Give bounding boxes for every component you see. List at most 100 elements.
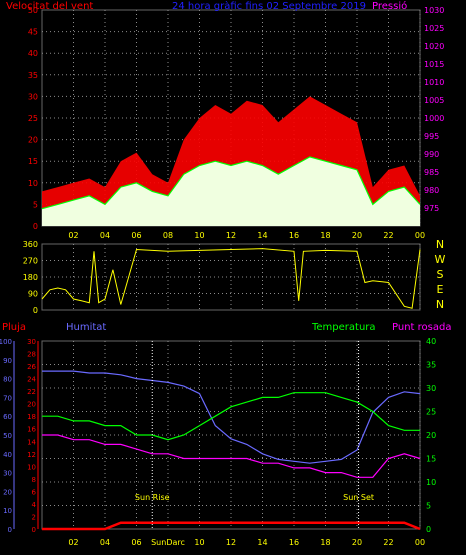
pressure-y-tick-label: 1025	[424, 24, 444, 33]
compass-label: N	[436, 238, 444, 251]
wind-y-tick-label: 0	[33, 222, 38, 231]
rain-tick-label: 22	[27, 388, 36, 396]
direction-y-tick-label: 90	[28, 290, 38, 299]
compass-label: W	[435, 253, 446, 266]
wind-y-tick-label: 35	[28, 71, 38, 80]
direction-y-tick-label: 0	[33, 306, 38, 315]
climate-axes: 0102030405060708090100024681012141618202…	[0, 337, 436, 534]
wind-x-tick-label: 10	[194, 231, 204, 240]
dew-point-legend: Punt rosada	[392, 322, 451, 333]
chart-period-title: 24 hora gràfic fins 02 Septembre 2019	[172, 0, 366, 12]
rain-tick-label: 10	[27, 463, 36, 471]
pressure-y-tick-label: 1020	[424, 42, 444, 51]
temperature-tick-label: 10	[426, 478, 436, 487]
direction-series-line	[41, 248, 421, 309]
pressure-y-tick-label: 990	[424, 150, 439, 159]
climate-lines	[42, 370, 421, 531]
climate-x-tick-label: 04	[100, 538, 110, 547]
wind-y-tick-label: 10	[28, 179, 38, 188]
wind-x-tick-label: 00	[415, 231, 425, 240]
wind-y-tick-label: 20	[28, 136, 38, 145]
climate-x-tick-label: 16	[289, 538, 299, 547]
direction-y-tick-label: 270	[23, 257, 38, 266]
wind-y-tick-label: 15	[28, 157, 38, 166]
pressure-y-tick-label: 1015	[424, 60, 444, 69]
wind-y-tick-label: 25	[28, 114, 38, 123]
sun-event-label: Sun Rise	[135, 493, 170, 502]
direction-y-tick-labels: 0 90 180 270 360	[23, 240, 38, 315]
rain-tick-label: 8	[32, 476, 36, 484]
pressure-y-tick-labels: 975 980 985 990 995 1000 1005 1010 1015 1020 1025 1…	[424, 6, 444, 213]
wind-average-line	[41, 156, 421, 210]
wind-x-tick-label: 16	[289, 231, 299, 240]
sun-event-label: Sun Set	[343, 493, 374, 502]
wind-y-tick-label: 40	[28, 49, 38, 58]
rain-legend: Pluja	[2, 322, 26, 333]
wind-y-tick-label: 5	[33, 200, 38, 209]
wind-x-tick-label: 14	[257, 231, 267, 240]
sun-annotations: Sun Rise Sun Set	[135, 341, 374, 529]
temperature-tick-label: 20	[426, 431, 436, 440]
climate-x-tick-label: 00	[415, 538, 425, 547]
wind-x-tick-label: 20	[352, 231, 362, 240]
wind-x-tick-label: 18	[320, 231, 330, 240]
humidity-tick-label: 100	[0, 338, 12, 346]
pressure-y-tick-label: 995	[424, 132, 439, 141]
rain-tick-label: 0	[32, 526, 36, 534]
climate-x-tick-label: 18	[320, 538, 330, 547]
direction-y-tick-label: 180	[23, 273, 38, 282]
climate-x-tick-label: 22	[383, 538, 393, 547]
rain-tick-label: 18	[27, 413, 36, 421]
humidity-tick-label: 40	[3, 451, 12, 459]
pressure-y-tick-label: 1005	[424, 96, 444, 105]
wind-lines	[41, 156, 421, 210]
wind-y-tick-labels: 0 5 10 15 20 25 30 35 40 45 50	[28, 6, 38, 231]
rain-tick-label: 30	[27, 338, 36, 346]
rain-tick-label: 28	[27, 351, 36, 359]
wind-title: Velocitat del vent	[6, 1, 93, 12]
rain-tick-label: 12	[27, 451, 36, 459]
climate-x-tick-labels: 02 04 06 SunDarc 10 12 14 16 18 20 22 00	[68, 538, 425, 547]
pressure-y-tick-label: 1000	[424, 114, 444, 123]
wind-x-tick-label: 22	[383, 231, 393, 240]
temperature-legend: Temperatura	[311, 322, 376, 333]
humidity-tick-label: 60	[3, 413, 12, 421]
temperature-line	[42, 392, 420, 441]
wind-avg-fill	[42, 96, 420, 227]
humidity-tick-label: 0	[8, 526, 12, 534]
humidity-legend: Humitat	[66, 322, 106, 333]
pressure-y-tick-label: 980	[424, 186, 439, 195]
pressure-y-tick-label: 985	[424, 168, 439, 177]
climate-x-tick-label: SunDarc	[151, 538, 185, 547]
pressure-y-tick-label: 1030	[424, 6, 444, 15]
climate-grid	[42, 341, 421, 529]
temperature-tick-label: 25	[426, 408, 436, 417]
rain-tick-label: 16	[27, 426, 36, 434]
humidity-tick-label: 10	[3, 507, 12, 515]
wind-x-tick-label: 08	[163, 231, 173, 240]
climate-x-tick-label: 20	[352, 538, 362, 547]
humidity-tick-label: 90	[3, 357, 12, 365]
humidity-tick-label: 50	[3, 432, 12, 440]
climate-x-tick-label: 10	[194, 538, 204, 547]
climate-x-tick-label: 02	[68, 538, 78, 547]
humidity-tick-label: 20	[3, 488, 12, 496]
direction-line	[41, 248, 421, 309]
compass-label: E	[437, 283, 444, 296]
climate-panel: Pluja Humitat Temperatura Punt rosada 0 1…	[0, 322, 451, 547]
wind-average-area	[42, 156, 420, 226]
temperature-tick-label: 15	[426, 455, 436, 464]
humidity-tick-label: 70	[3, 394, 12, 402]
pressure-y-tick-label: 975	[424, 204, 439, 213]
compass-label: N	[436, 298, 444, 311]
direction-y-tick-label: 360	[23, 240, 38, 249]
humidity-line	[42, 370, 421, 464]
temperature-tick-label: 40	[426, 337, 436, 346]
climate-x-tick-label: 14	[257, 538, 267, 547]
rain-tick-label: 26	[27, 363, 36, 371]
climate-x-tick-label: 12	[226, 538, 236, 547]
